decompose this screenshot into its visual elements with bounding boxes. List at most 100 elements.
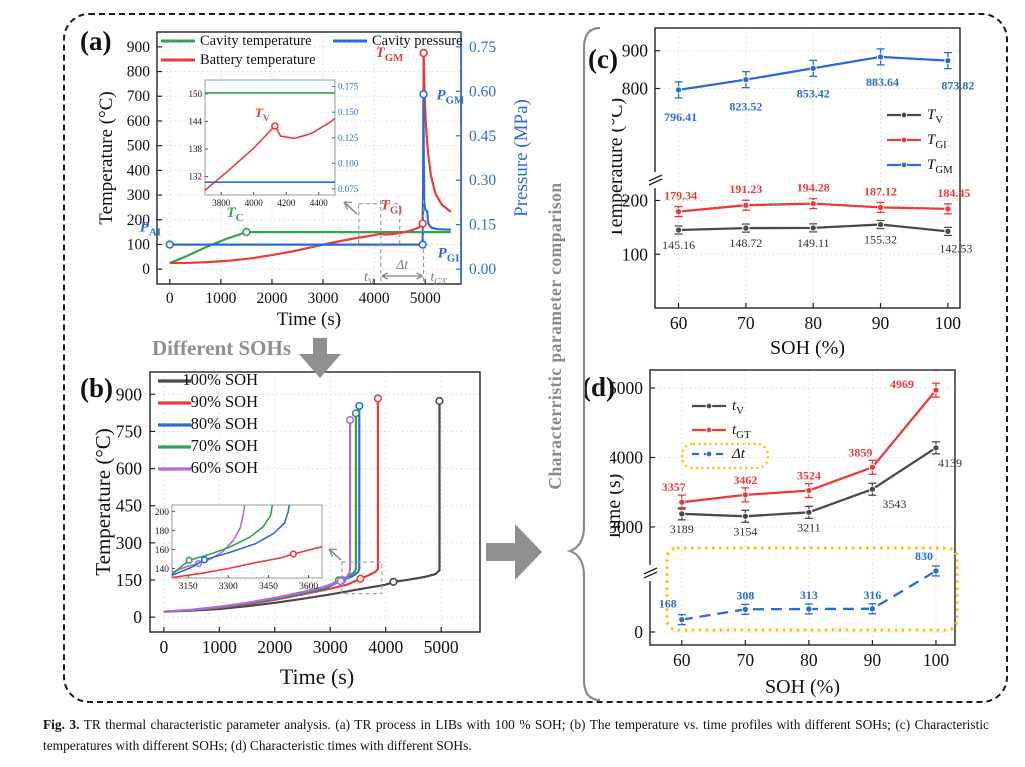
svg-text:90: 90 <box>872 313 890 333</box>
svg-text:600: 600 <box>127 113 151 130</box>
svg-text:600: 600 <box>116 459 143 479</box>
svg-text:100: 100 <box>923 650 950 670</box>
svg-text:823.52: 823.52 <box>729 100 762 114</box>
panel-b-chart: 0 1000 2000 3000 4000 5000 0 150 300 450 600 750 900… <box>95 370 481 689</box>
svg-text:Time (s): Time (s) <box>610 474 625 542</box>
svg-text:148.72: 148.72 <box>729 236 762 250</box>
svg-text:Temperature (°C): Temperature (°C) <box>96 91 117 224</box>
panel-a-letter: (a) <box>80 26 112 56</box>
svg-text:60: 60 <box>670 313 688 333</box>
svg-text:830: 830 <box>915 549 933 563</box>
svg-text:3154: 3154 <box>733 524 757 538</box>
svg-text:tV: tV <box>732 398 744 417</box>
svg-text:187.12: 187.12 <box>864 184 897 198</box>
svg-text:0.30: 0.30 <box>469 172 496 189</box>
down-arrow-icon <box>299 338 341 378</box>
panel-c-letter: (c) <box>588 44 618 74</box>
panel-a-chart: 0 1000 2000 3000 4000 5000 0 100 200 300 400 500 600… <box>96 31 532 330</box>
svg-text:4000: 4000 <box>245 198 264 208</box>
svg-text:3300: 3300 <box>219 582 238 592</box>
svg-text:0.75: 0.75 <box>469 39 496 56</box>
svg-text:0.075: 0.075 <box>338 184 359 194</box>
svg-text:0.00: 0.00 <box>469 261 496 278</box>
svg-text:138: 138 <box>189 144 203 154</box>
svg-text:0.175: 0.175 <box>338 82 359 92</box>
svg-text:800: 800 <box>127 64 151 81</box>
svg-text:900: 900 <box>622 41 649 61</box>
svg-text:168: 168 <box>659 597 677 611</box>
svg-text:3189: 3189 <box>670 522 694 536</box>
svg-text:313: 313 <box>800 588 818 602</box>
svg-text:144: 144 <box>189 116 203 126</box>
series-battery_temperature <box>169 51 452 265</box>
svg-text:3150: 3150 <box>179 582 198 592</box>
svg-text:TV: TV <box>255 105 270 124</box>
svg-text:Temperature (°C): Temperature (°C) <box>95 428 115 575</box>
svg-text:145.16: 145.16 <box>662 238 695 252</box>
svg-text:873.82: 873.82 <box>941 79 974 93</box>
brace-bracket <box>566 26 601 702</box>
svg-text:0.45: 0.45 <box>469 128 496 145</box>
svg-text:70: 70 <box>737 650 755 670</box>
svg-text:80% SOH: 80% SOH <box>191 414 258 433</box>
svg-text:316: 316 <box>863 588 881 602</box>
svg-text:155.32: 155.32 <box>864 233 897 247</box>
svg-text:PGM: PGM <box>436 87 464 106</box>
svg-text:150: 150 <box>116 570 143 590</box>
svg-text:60% SOH: 60% SOH <box>191 458 258 477</box>
svg-text:0: 0 <box>634 622 643 642</box>
svg-text:90: 90 <box>864 650 882 670</box>
panel-b-letter: (b) <box>80 373 113 403</box>
svg-text:80: 80 <box>804 313 822 333</box>
svg-text:tV: tV <box>364 269 375 288</box>
svg-text:TV: TV <box>927 107 943 126</box>
svg-text:3800: 3800 <box>212 198 231 208</box>
svg-text:TGI: TGI <box>927 132 947 151</box>
svg-text:Cavity temperature: Cavity temperature <box>200 33 312 49</box>
svg-text:4200: 4200 <box>277 198 296 208</box>
figure-caption: Fig. 3. TR thermal characteristic parame… <box>43 714 989 757</box>
svg-text:0: 0 <box>166 290 174 307</box>
svg-text:200: 200 <box>127 212 151 229</box>
svg-text:900: 900 <box>116 384 143 404</box>
svg-text:300: 300 <box>116 533 143 553</box>
svg-text:0.100: 0.100 <box>338 158 359 168</box>
svg-text:TGM: TGM <box>376 45 404 64</box>
svg-text:160: 160 <box>155 546 170 556</box>
svg-d-plot: 60 70 80 90 100 3000 4000 5000 0 SOH (%) Time (s) 3… <box>610 369 962 698</box>
svg-text:194.28: 194.28 <box>797 181 830 195</box>
svg-text:Cavity pressure: Cavity pressure <box>372 33 463 49</box>
svg-text:70% SOH: 70% SOH <box>191 436 258 455</box>
svg-text:0: 0 <box>133 607 142 627</box>
svg-text:70: 70 <box>737 313 755 333</box>
svg-text:0.15: 0.15 <box>469 217 496 234</box>
svg-text:150: 150 <box>189 89 203 99</box>
svg-text:184.45: 184.45 <box>937 186 970 200</box>
svg-text:3450: 3450 <box>259 582 278 592</box>
svg-text:883.64: 883.64 <box>866 75 899 89</box>
svg-text:179.34: 179.34 <box>664 189 697 203</box>
svg-text:100: 100 <box>935 313 962 333</box>
svg-text:4000: 4000 <box>610 447 643 467</box>
svg-text:Δt: Δt <box>395 257 409 272</box>
svg-text:700: 700 <box>127 88 151 105</box>
svg-text:132: 132 <box>189 172 203 182</box>
svg-text:142.53: 142.53 <box>939 241 972 255</box>
svg-text:3357: 3357 <box>662 480 686 494</box>
series-cavity_temperature <box>169 231 451 265</box>
caption-prefix: Fig. 3. <box>43 717 80 732</box>
svg-text:796.41: 796.41 <box>664 110 697 124</box>
svg-text:400: 400 <box>127 162 151 179</box>
svg-c-plot: 60 70 80 90 100 800 900 100 200 SOH (%) Temperatur… <box>612 27 974 359</box>
svg-text:Temperature (°C): Temperature (°C) <box>612 98 627 238</box>
svg-text:308: 308 <box>736 588 754 602</box>
svg-text:100: 100 <box>622 244 649 264</box>
series-60SOH <box>163 420 352 613</box>
svg-text:180: 180 <box>155 527 170 537</box>
svg-text:tGT: tGT <box>732 422 751 441</box>
svg-text:1000: 1000 <box>202 637 237 657</box>
svg-text:191.23: 191.23 <box>729 182 762 196</box>
svg-text:Δt: Δt <box>731 446 746 462</box>
different-sohs-label: Different SOHs <box>152 336 292 360</box>
